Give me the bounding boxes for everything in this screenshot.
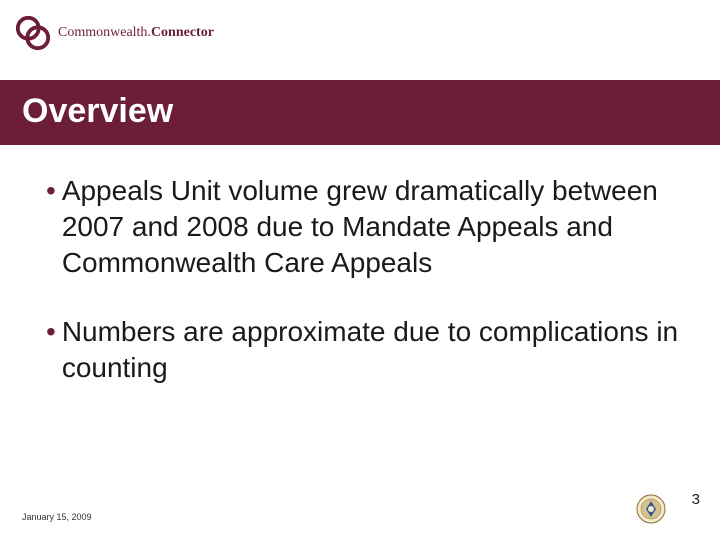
bullet-item: • Numbers are approximate due to complic… xyxy=(46,314,690,386)
brand-name-light: Commonwealth. xyxy=(58,25,151,40)
bullet-text: Appeals Unit volume grew dramatically be… xyxy=(62,173,690,280)
state-seal-icon xyxy=(636,494,666,524)
bullet-dot-icon: • xyxy=(46,314,56,386)
brand-logo: Commonwealth.Connector xyxy=(14,14,720,52)
slide-content: • Appeals Unit volume grew dramatically … xyxy=(0,145,720,386)
footer-date: January 15, 2009 xyxy=(22,512,92,522)
bullet-text: Numbers are approximate due to complicat… xyxy=(62,314,690,386)
logo-mark-icon xyxy=(14,14,52,52)
page-number: 3 xyxy=(692,491,700,508)
brand-name: Commonwealth.Connector xyxy=(58,25,214,41)
slide-header: Commonwealth.Connector xyxy=(0,0,720,82)
title-bar: Overview xyxy=(0,82,720,145)
bullet-item: • Appeals Unit volume grew dramatically … xyxy=(46,173,690,280)
brand-name-bold: Connector xyxy=(151,25,214,40)
slide-title: Overview xyxy=(22,92,698,131)
bullet-dot-icon: • xyxy=(46,173,56,280)
